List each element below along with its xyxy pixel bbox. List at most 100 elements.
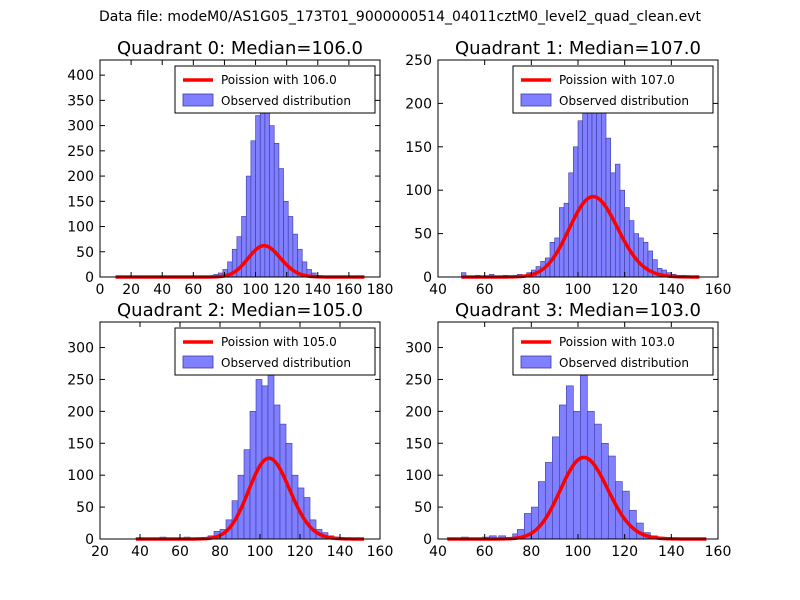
legend-label-poisson: Poission with 106.0 [221,73,337,87]
y-tick-label: 300 [67,119,94,135]
legend-label-observed: Observed distribution [559,356,689,370]
legend: Poission with 107.0 Observed distribution [512,65,714,114]
histogram-bar [601,107,607,278]
histogram-bar [638,237,644,278]
y-tick-label: 50 [414,500,432,516]
legend: Poission with 106.0 Observed distribution [174,65,376,114]
histogram-bar [594,423,602,540]
y-tick-label: 0 [423,532,432,548]
y-tick-label: 200 [67,169,94,185]
y-tick-label: 300 [67,341,94,357]
x-tick-label: 40 [429,544,447,560]
legend-bar-swatch [182,93,214,107]
x-tick-label: 120 [273,282,300,298]
y-tick-label: 250 [67,144,94,160]
y-tick-label: 200 [405,96,432,112]
axes-frame [99,321,381,540]
histogram-bar [255,115,261,278]
y-tick-label: 100 [405,468,432,484]
y-tick-label: 50 [414,227,432,243]
y-tick-label: 300 [405,341,432,357]
x-tick-label: 80 [216,282,234,298]
figure-title: Data file: modeM0/AS1G05_173T01_90000005… [99,9,701,25]
x-tick-label: 160 [705,544,732,560]
x-tick-label: 160 [705,282,732,298]
x-tick-label: 60 [476,282,494,298]
panel-title: Quadrant 0: Median=106.0 [117,38,363,59]
x-tick-label: 140 [658,282,685,298]
histogram-bar [241,216,247,278]
histogram-bar [580,366,588,540]
x-tick-label: 100 [565,282,592,298]
x-tick-label: 160 [367,544,394,560]
x-tick-label: 20 [122,282,140,298]
legend-label-observed: Observed distribution [221,94,351,108]
legend-bar-swatch [182,355,214,369]
x-tick-label: 80 [211,544,229,560]
histogram-bar [267,353,275,540]
x-tick-label: 100 [242,282,269,298]
histogram-bar [552,436,560,540]
panel-quadrant-0: Quadrant 0: Median=106.00 20 40 60 80 100 120 1… [67,38,393,298]
x-tick-label: 60 [184,282,202,298]
x-tick-label: 80 [522,544,540,560]
x-tick-label: 60 [476,544,494,560]
x-tick-label: 40 [153,282,171,298]
histogram-bar [559,404,567,540]
x-tick-label: 120 [611,282,638,298]
panel-quadrant-1: Quadrant 1: Median=107.0 40 60 80 100 120 140 1… [405,38,731,298]
x-tick-label: 100 [247,544,274,560]
y-tick-label: 0 [85,270,94,286]
y-tick-label: 0 [85,532,94,548]
x-tick-label: 120 [287,544,314,560]
legend: Poission with 105.0 Observed distribution [174,327,376,376]
y-tick-label: 150 [67,194,94,210]
x-tick-label: 160 [336,282,363,298]
x-tick-label: 180 [367,282,394,298]
x-tick-label: 140 [304,282,331,298]
y-tick-label: 250 [67,372,94,388]
x-tick-label: 20 [91,544,109,560]
histogram-bar [566,385,574,540]
y-tick-label: 100 [405,183,432,199]
legend-bar-swatch [520,93,552,107]
histogram-bar [259,100,266,278]
histogram-bar [573,411,581,540]
legend-label-poisson: Poission with 105.0 [221,335,337,349]
x-tick-label: 0 [96,282,105,298]
panel-title: Quadrant 3: Median=103.0 [455,300,701,321]
histogram-bar [264,105,270,278]
histogram-bar [269,125,275,278]
y-tick-label: 400 [67,68,94,84]
legend-label-observed: Observed distribution [221,356,351,370]
histogram-bar [591,103,597,278]
panel-title: Quadrant 1: Median=107.0 [455,38,701,59]
axes-frame [99,59,381,278]
y-tick-label: 0 [423,270,432,286]
legend-label-poisson: Poission with 103.0 [559,335,675,349]
x-tick-label: 80 [522,282,540,298]
histogram-bar [643,241,649,278]
y-tick-label: 200 [405,404,432,420]
histogram-bar [582,94,588,278]
panel-title: Quadrant 2: Median=105.0 [117,300,363,321]
panel-quadrant-2: Quadrant 2: Median=105.0 20 40 60 80 100 120 14… [67,300,393,560]
x-tick-label: 100 [565,544,592,560]
x-tick-label: 60 [171,544,189,560]
histogram-bar [255,379,263,540]
legend-bar-swatch [520,355,552,369]
x-tick-label: 120 [611,544,638,560]
y-tick-label: 250 [405,372,432,388]
histogram-bar [577,120,583,278]
x-tick-label: 40 [429,282,447,298]
legend-label-poisson: Poission with 107.0 [559,73,675,87]
x-tick-label: 140 [327,544,354,560]
y-tick-label: 150 [405,140,432,156]
histogram-bar [538,481,546,540]
y-tick-label: 50 [76,500,94,516]
legend-label-observed: Observed distribution [559,94,689,108]
x-tick-label: 40 [131,544,149,560]
panel-quadrant-3: Quadrant 3: Median=103.0 40 60 80 100 120 140 1… [405,300,731,560]
histogram-bar [587,411,595,540]
